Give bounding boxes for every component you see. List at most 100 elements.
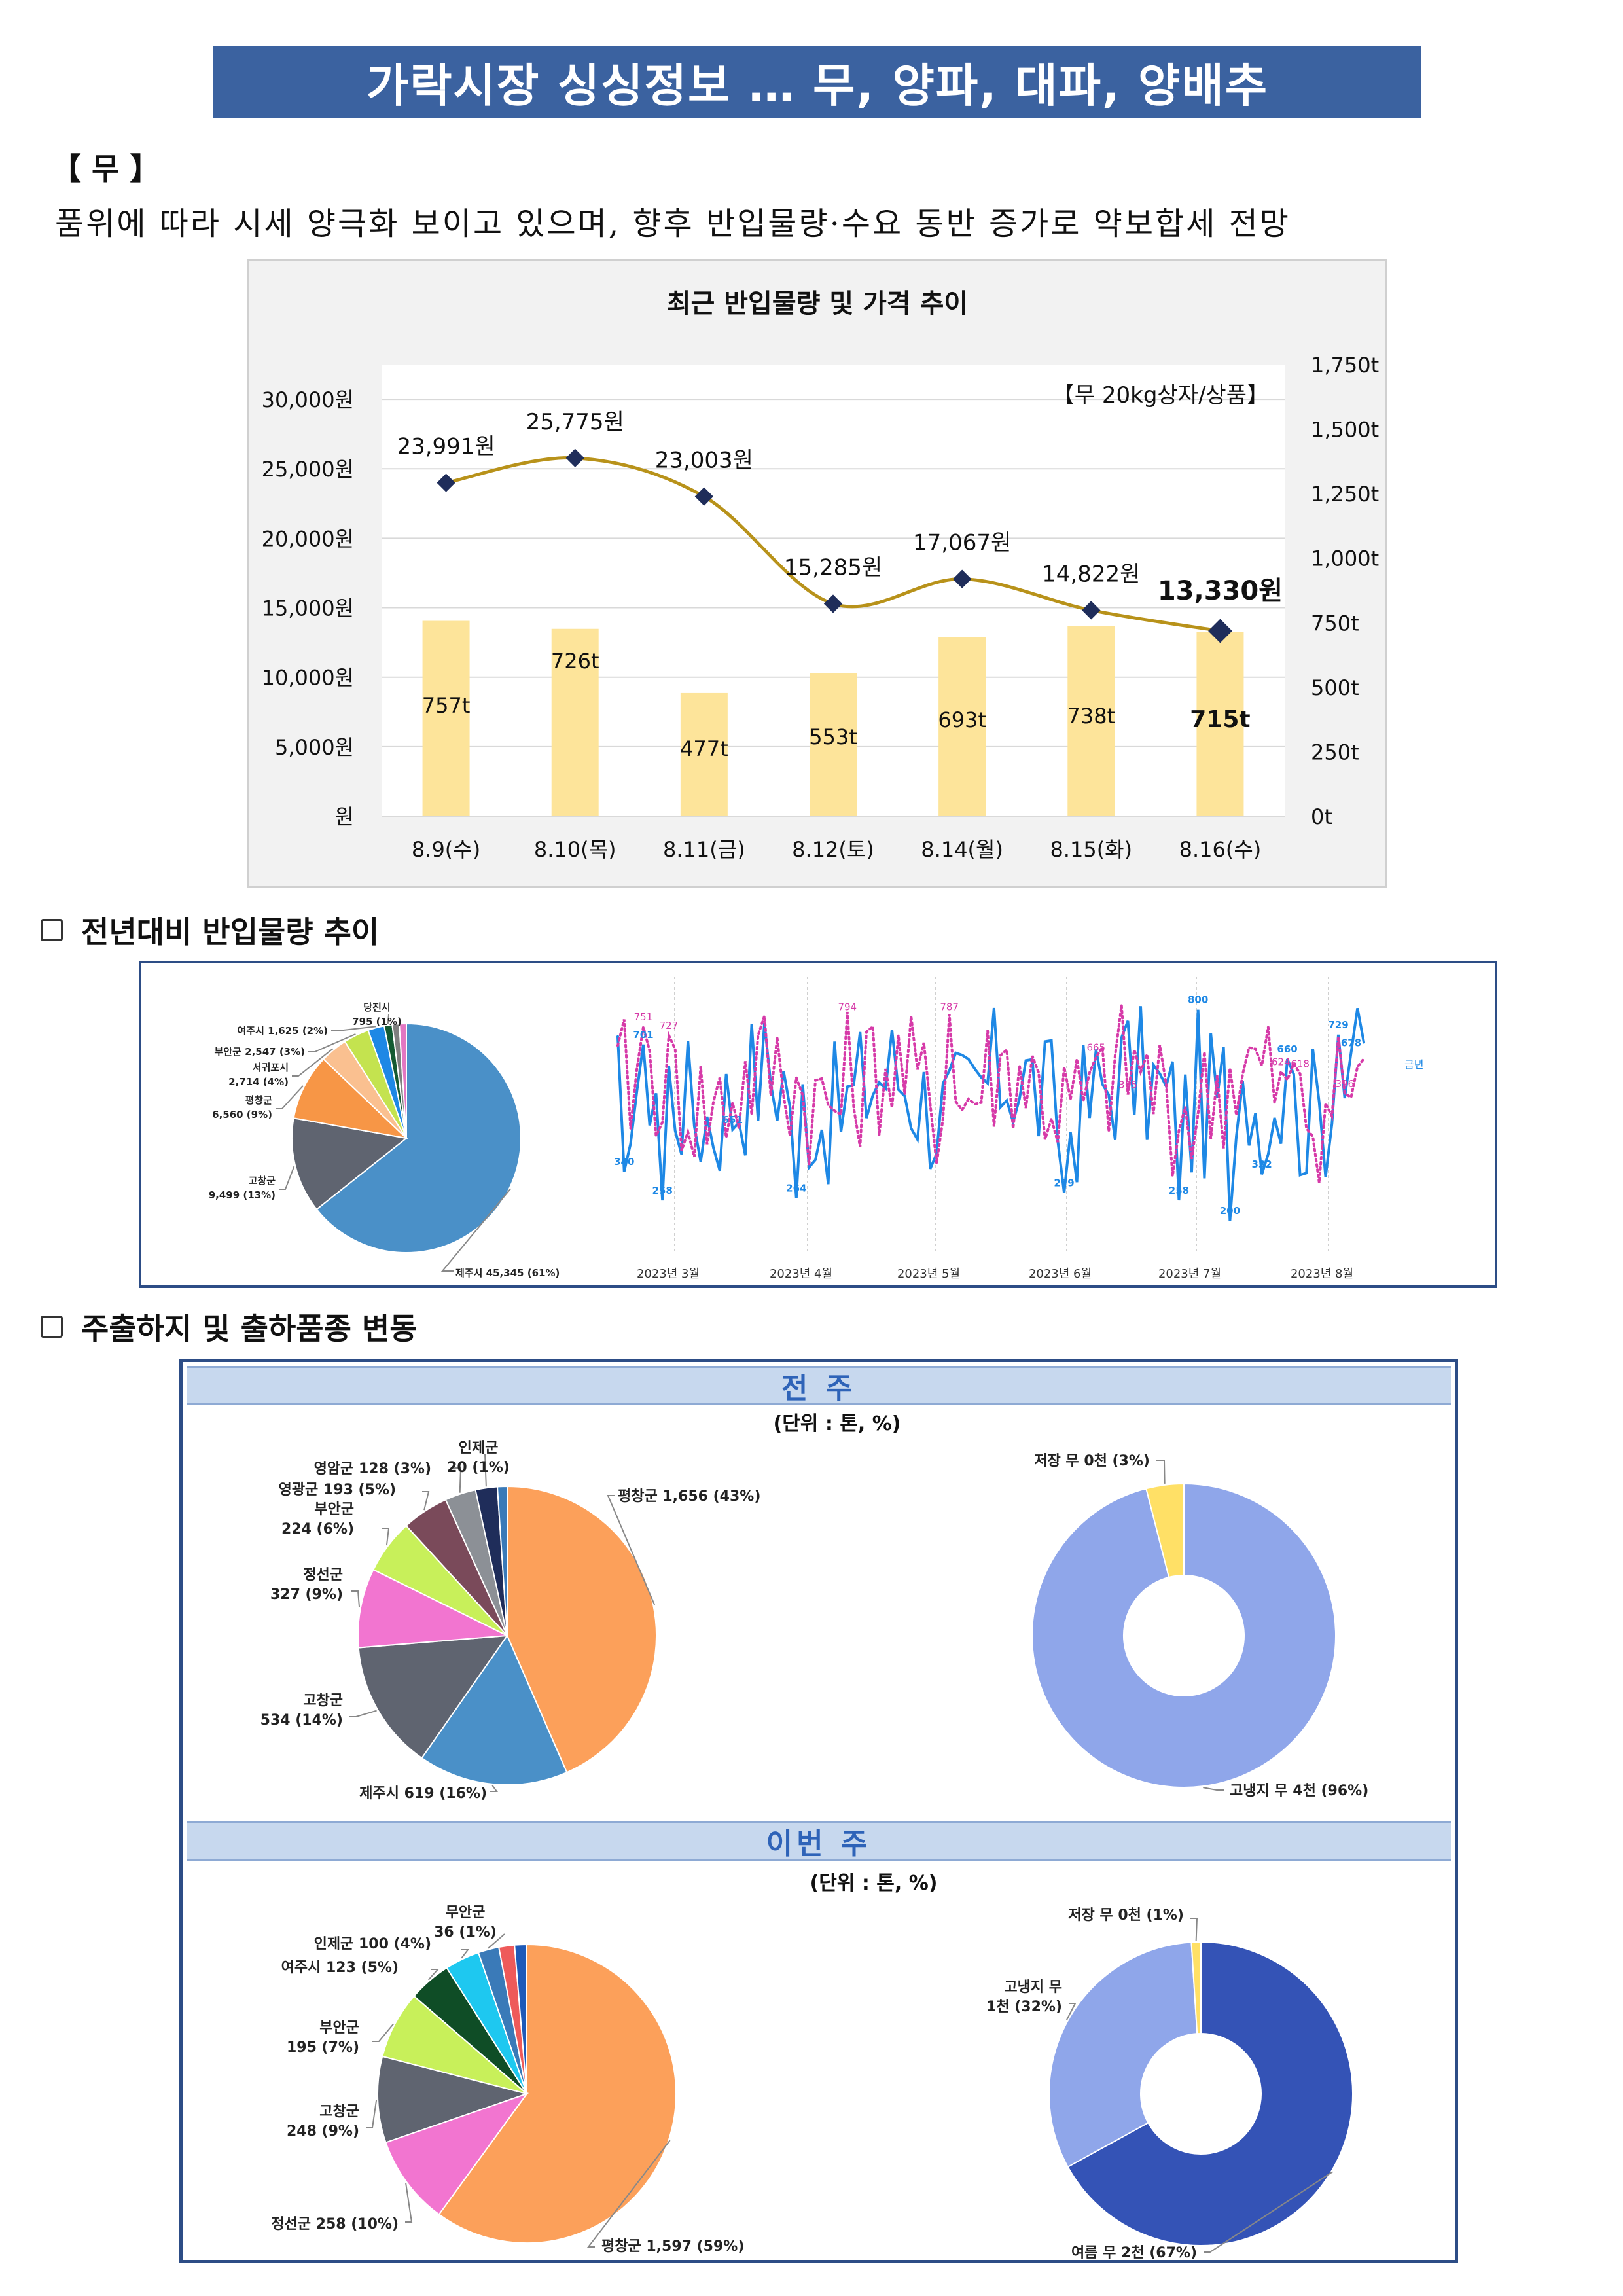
yoy-pie-leader-line [279, 1166, 295, 1190]
last-week-origin-pie-slice-label: 부안군 [314, 1501, 354, 1518]
last-week-origin-pie-leader-line [484, 1453, 487, 1487]
yoy-pie-slice-label: 부안군 2,547 (3%) [215, 1046, 305, 1058]
price-volume-chart: 최근 반입물량 및 가격 추이원 5,000원 10,000원 15,000원 20,0… [262, 289, 1380, 862]
x-axis-category-label: 8.12(토) [792, 837, 874, 862]
x-axis-category-label: 8.15(화) [1050, 837, 1132, 862]
right-axis-tick-label: 0t [1311, 804, 1332, 829]
last-year-point-label: 787 [940, 1001, 959, 1013]
this-week-variety-donut-leader-line [1204, 2171, 1333, 2253]
last-week-origin-pie-slice-label: 20 (1%) [447, 1460, 510, 1476]
volume-bar [551, 628, 599, 816]
price-point-label: 15,285원 [784, 554, 882, 581]
month-tick-label: 2023년 3월 [637, 1267, 700, 1281]
this-year-point-label: 264 [786, 1183, 806, 1194]
section-origin-variety-label: 주출하지 및 출하품종 변동 [81, 1311, 418, 1346]
last-week-origin-pie-slice-label: 224 (6%) [281, 1521, 354, 1537]
last-week-variety-donut-leader-line [1156, 1460, 1166, 1484]
left-axis-tick-label: 25,000원 [262, 457, 354, 482]
last-week-origin-pie-slice-label: 영광군 193 (5%) [279, 1482, 396, 1498]
last-year-point-label: 396 [1335, 1078, 1354, 1090]
price-point-marker [694, 487, 713, 506]
this-year-point-label: 200 [1220, 1205, 1240, 1217]
section-origin-variety: 주출하지 및 출하품종 변동 [41, 1305, 418, 1348]
volume-bar-label: 693t [938, 708, 986, 732]
this-week-origin-pie-slice-label: 인제군 100 (4%) [314, 1936, 431, 1952]
chart-unit-note: 【무 20kg상자/상품】 [1052, 382, 1269, 408]
volume-bar-label: 738t [1067, 704, 1115, 728]
price-point-label: 23,991원 [397, 434, 495, 460]
last-week-origin-pie-slice-label: 정선군 [303, 1567, 343, 1583]
this-year-point-label: 258 [1169, 1185, 1189, 1196]
left-axis-tick-label: 10,000원 [262, 666, 354, 691]
right-axis-tick-label: 1,750t [1311, 353, 1379, 378]
last-week-origin-pie-slice-label: 인제군 [459, 1440, 499, 1456]
volume-bar [1196, 632, 1244, 816]
this-week-variety-donut-slice-label: 여름 무 2천 (67%) [1071, 2245, 1197, 2260]
price-point-label: 13,330원 [1158, 576, 1283, 606]
price-point-label: 17,067원 [913, 530, 1011, 556]
volume-bar-label: 553t [809, 725, 857, 749]
this-week-variety-donut-leader-line [1190, 1918, 1198, 1941]
price-point-marker [953, 569, 972, 588]
yoy-pie-leader-line [276, 1085, 304, 1109]
x-axis-category-label: 8.9(수) [412, 837, 480, 862]
last-week-variety-donut-slice [1031, 1482, 1336, 1788]
this-week-origin-pie-slice [514, 1943, 527, 2094]
x-axis-category-label: 8.10(목) [534, 837, 616, 862]
yoy-pie-slice-label: 2,714 (4%) [228, 1076, 289, 1088]
yoy-pie-leader-line [308, 1033, 356, 1052]
last-week-origin-pie-leader-line [382, 1528, 390, 1546]
this-year-point-label: 651 [722, 1114, 743, 1126]
this-week-variety-donut-slice-label: 1천 (32%) [986, 1999, 1062, 2015]
this-year-point-label: 729 [1328, 1019, 1348, 1031]
checkbox-icon [41, 919, 63, 941]
this-week-origin-pie-slice [382, 1995, 527, 2094]
x-axis-category-label: 8.16(수) [1179, 837, 1262, 862]
this-year-point-label: 678 [1341, 1037, 1361, 1049]
this-week-origin-pie-slice-label: 36 (1%) [434, 1924, 497, 1941]
this-year-point-label: 258 [652, 1185, 673, 1196]
this-week-variety-donut-slice [1067, 1941, 1353, 2246]
last-week-header: 전 주 [187, 1366, 1451, 1405]
last-week-variety-donut-slice [1145, 1482, 1185, 1579]
this-week-origin-pie-slice-label: 248 (9%) [287, 2123, 359, 2140]
last-week-variety-donut-leader-line [1203, 1787, 1224, 1791]
volume-bar [810, 673, 857, 816]
this-week-origin-pie-leader-line [366, 2099, 378, 2128]
this-week-origin-pie-slice [438, 1943, 677, 2244]
last-year-point-label: 751 [634, 1011, 653, 1023]
this-week-variety-donut-slice [1190, 1941, 1202, 2035]
this-year-point-label: 332 [1251, 1158, 1272, 1170]
volume-bar [1067, 626, 1115, 816]
left-axis-tick-label: 5,000원 [275, 735, 354, 760]
right-axis-tick-label: 1,500t [1311, 418, 1379, 442]
section-yoy-volume: 전년대비 반입물량 추이 [41, 908, 379, 952]
volume-bar-label: 757t [422, 693, 471, 718]
this-week-unit-label: (단위 : 톤, %) [810, 1872, 937, 1895]
month-tick-label: 2023년 7월 [1158, 1267, 1221, 1281]
price-volume-chart-panel: 최근 반입물량 및 가격 추이 원 5,000원 10,000원 15,000원 20,0… [247, 259, 1387, 888]
last-year-point-label: 365 [1118, 1079, 1137, 1091]
price-point-marker [1082, 601, 1101, 620]
price-point-marker [565, 448, 584, 467]
last-week-origin-pie-slice-label: 영암군 128 (3%) [314, 1461, 431, 1477]
last-week-origin-pie-leader-line [451, 1467, 462, 1493]
last-week-variety-donut-slice-label: 고냉지 무 4천 (96%) [1230, 1783, 1368, 1799]
month-tick-label: 2023년 6월 [1029, 1267, 1092, 1281]
yoy-pie-slice-label: 9,499 (13%) [209, 1189, 276, 1201]
this-week-origin-pie-slice [385, 2092, 529, 2215]
yoy-pie-slice-label: 당진시 [363, 1001, 390, 1013]
this-week-origin-pie-slice-label: 무안군 [446, 1905, 486, 1921]
last-week-origin-pie-leader-line [351, 1590, 361, 1608]
last-year-point-label: 665 [1086, 1041, 1105, 1053]
yoy-volume-panel: 제주시 45,345 (61%) 고창군 9,499 (13%) 평창군 6,560 (… [139, 961, 1497, 1288]
this-year-line [616, 1006, 1365, 1221]
right-axis-tick-label: 500t [1311, 675, 1359, 700]
last-week-unit-label: (단위 : 톤, %) [773, 1412, 901, 1435]
right-axis-tick-label: 250t [1311, 740, 1359, 764]
right-axis-tick-label: 1,250t [1311, 482, 1379, 507]
month-tick-label: 2023년 5월 [897, 1267, 960, 1281]
last-week-origin-pie-leader-line [490, 1785, 498, 1792]
last-week-origin-pie-slice-label: 327 (9%) [270, 1587, 343, 1603]
this-week-origin-pie-slice [377, 2055, 529, 2144]
